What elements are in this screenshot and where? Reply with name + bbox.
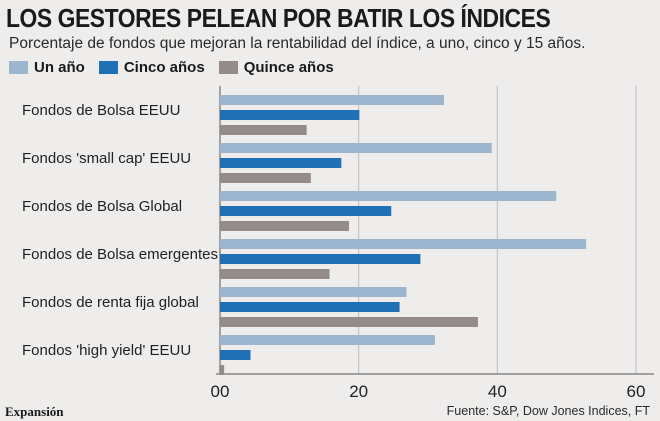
- bar-quince-anos: [220, 269, 330, 279]
- bar-quince-anos: [220, 221, 349, 231]
- x-tick-label: 00: [211, 382, 230, 401]
- bar-cinco-anos: [220, 110, 360, 120]
- brand-logo-text: Expansión: [5, 404, 64, 419]
- bar-quince-anos: [220, 317, 478, 327]
- chart-subtitle: Porcentaje de fondos que mejoran la rent…: [9, 35, 586, 52]
- legend-label-un-ano: Un año: [34, 59, 85, 76]
- bar-cinco-anos: [220, 158, 342, 168]
- bar-un-ano: [220, 95, 444, 105]
- x-tick-label: 40: [488, 382, 507, 401]
- bar-quince-anos: [220, 173, 311, 183]
- category-label: Fondos de Bolsa EEUU: [22, 102, 180, 119]
- legend-item-un-ano: Un año: [9, 59, 85, 76]
- category-label: Fondos 'high yield' EEUU: [22, 342, 191, 359]
- legend-item-cinco-anos: Cinco años: [98, 59, 205, 76]
- legend-label-cinco-anos: Cinco años: [123, 59, 205, 76]
- legend-swatch-cinco-anos: [98, 61, 118, 74]
- source-note: Fuente: S&P, Dow Jones Indices, FT: [446, 404, 650, 418]
- bar-un-ano: [220, 191, 557, 201]
- bar-un-ano: [220, 143, 492, 153]
- legend-swatch-un-ano: [9, 61, 28, 74]
- bar-un-ano: [220, 287, 407, 297]
- bar-cinco-anos: [220, 206, 392, 216]
- legend-item-quince-anos: Quince años: [218, 59, 334, 76]
- legend-label-quince-anos: Quince años: [243, 59, 334, 76]
- bar-quince-anos: [220, 125, 307, 135]
- x-tick-label: 20: [349, 382, 368, 401]
- x-tick-label: 60: [627, 382, 646, 401]
- bar-un-ano: [220, 335, 435, 345]
- category-label: Fondos de Bolsa emergentes: [22, 246, 218, 263]
- bar-quince-anos: [220, 365, 225, 375]
- bar-cinco-anos: [220, 254, 421, 264]
- category-label: Fondos 'small cap' EEUU: [22, 150, 191, 167]
- category-label: Fondos de renta fija global: [22, 294, 199, 311]
- legend-swatch-quince-anos: [218, 61, 238, 74]
- bar-cinco-anos: [220, 350, 251, 360]
- bar-un-ano: [220, 239, 587, 249]
- legend: Un año Cinco años Quince años: [9, 59, 334, 76]
- bar-cinco-anos: [220, 302, 400, 312]
- category-label: Fondos de Bolsa Global: [22, 198, 182, 215]
- chart-title: LOS GESTORES PELEAN POR BATIR LOS ÍNDICE…: [6, 3, 551, 33]
